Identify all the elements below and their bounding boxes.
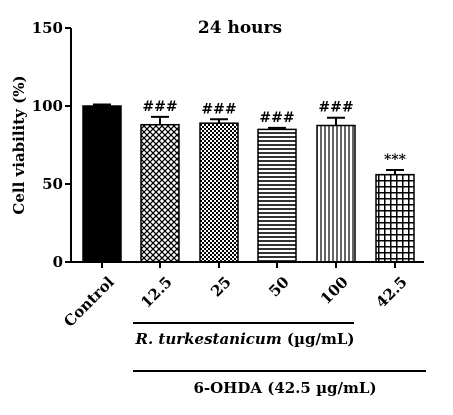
- x-tick-label: 25: [207, 273, 234, 300]
- toxin-group-label: 6-OHDA (42.5 µg/mL): [193, 379, 376, 397]
- x-tick-label: Control: [60, 273, 118, 331]
- x-tick-label: 100: [317, 273, 352, 308]
- bar: [199, 122, 239, 263]
- extract-name: R. turkestanicum: [135, 330, 282, 348]
- y-tick-label: 150: [32, 19, 63, 37]
- extract-group-label: R. turkestanicum (µg/mL): [135, 330, 355, 348]
- y-axis-label: Cell viability (%): [10, 75, 28, 214]
- significance-label: ###: [259, 110, 294, 126]
- y-tick-label: 0: [53, 253, 63, 271]
- x-axis: Control 12.5 25 50 100 42.5: [60, 261, 424, 331]
- x-tick-label: 12.5: [137, 273, 176, 312]
- significance-label: ###: [318, 100, 353, 116]
- bars: ### ### ### ### ***: [82, 99, 415, 263]
- y-tick-label: 50: [42, 175, 63, 193]
- x-tick-label: 42.5: [372, 273, 411, 312]
- significance-label: ***: [384, 152, 407, 168]
- bar: [140, 123, 180, 263]
- bar: [82, 105, 122, 263]
- y-axis: 0 50 100 150: [32, 19, 72, 271]
- bar: [316, 124, 356, 263]
- bar: [375, 173, 415, 263]
- significance-label: ###: [201, 101, 236, 117]
- significance-label: ###: [142, 99, 177, 115]
- chart-title: 24 hours: [198, 18, 282, 38]
- bar: [257, 128, 297, 263]
- x-tick-label: 50: [265, 273, 292, 300]
- y-tick-label: 100: [32, 97, 63, 115]
- extract-unit: (µg/mL): [282, 330, 355, 348]
